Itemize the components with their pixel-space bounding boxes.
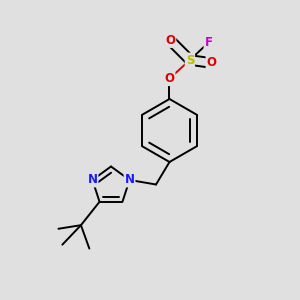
Text: O: O (206, 56, 217, 70)
Text: S: S (186, 53, 194, 67)
Text: F: F (205, 36, 212, 49)
Text: O: O (164, 72, 175, 85)
Text: N: N (88, 173, 98, 187)
Text: O: O (165, 34, 176, 47)
Text: N: N (124, 173, 134, 187)
